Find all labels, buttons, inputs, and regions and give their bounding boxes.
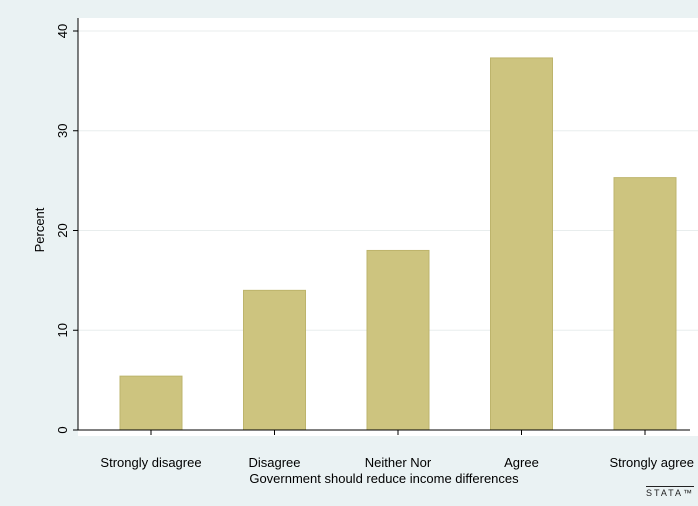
- y-tick-label: 20: [55, 223, 70, 237]
- y-tick-label: 30: [55, 124, 70, 138]
- y-axis-title: Percent: [32, 207, 47, 252]
- y-tick-label: 10: [55, 323, 70, 337]
- y-tick-label: 0: [55, 426, 70, 433]
- bar: [366, 249, 430, 431]
- x-tick-label: Agree: [504, 455, 539, 470]
- bar: [613, 177, 677, 431]
- gridlines: [78, 30, 698, 331]
- x-ticks: Strongly disagree Disagree Neither Nor Agre…: [100, 430, 694, 470]
- x-tick-label: Neither Nor: [365, 455, 432, 470]
- x-tick-label: Strongly agree: [609, 455, 694, 470]
- bars: [119, 57, 677, 431]
- bar: [243, 289, 306, 431]
- bar: [119, 375, 183, 431]
- stata-logo: STATA™: [646, 486, 694, 498]
- y-ticks: 0 10 20 30 40: [55, 24, 78, 434]
- x-axis-title: Government should reduce income differen…: [249, 471, 519, 486]
- y-tick-label: 40: [55, 24, 70, 38]
- bar: [490, 57, 553, 431]
- x-tick-label: Disagree: [248, 455, 300, 470]
- x-tick-label: Strongly disagree: [100, 455, 201, 470]
